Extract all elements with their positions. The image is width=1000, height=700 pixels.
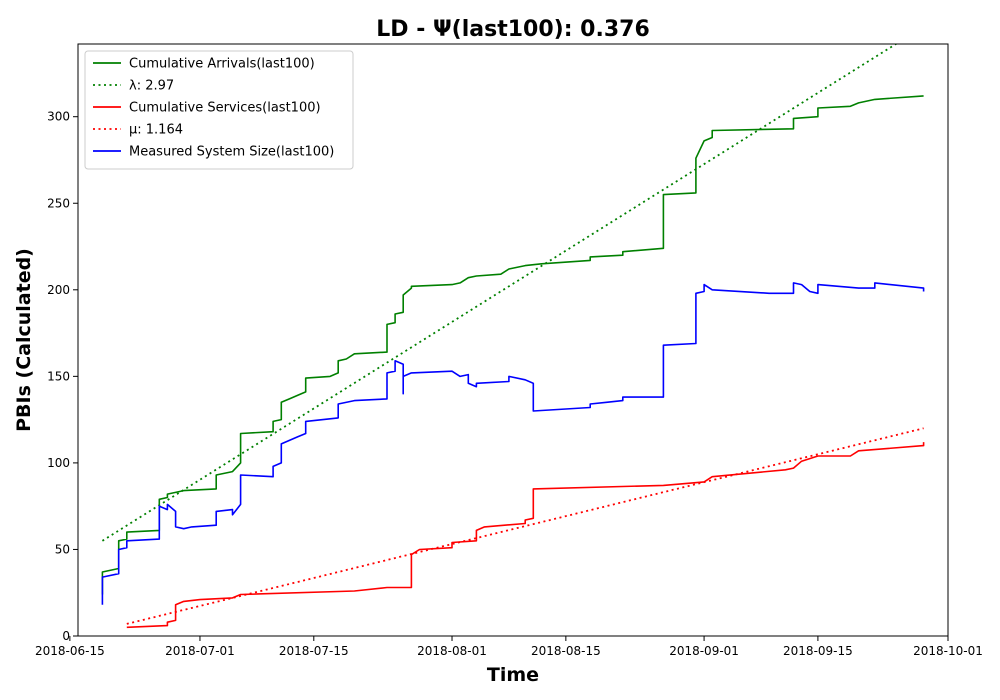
series-line-4 (101, 282, 925, 605)
series-line-2 (126, 442, 925, 629)
y-axis: 0 50 100 150 200 250 300 (47, 110, 78, 643)
legend-entry-label: Cumulative Services(last100) (129, 101, 321, 116)
series-line-0 (101, 95, 924, 595)
x-tick-label: 2018-09-01 (669, 644, 739, 658)
x-tick-label: 2018-07-15 (279, 644, 349, 658)
series-layer (101, 44, 925, 629)
legend-entry-label: λ: 2.97 (129, 79, 174, 94)
series-line-1 (101, 44, 898, 542)
legend-entry-label: Cumulative Arrivals(last100) (129, 57, 315, 72)
series-line-3 (126, 427, 924, 625)
y-tick-label: 50 (55, 542, 70, 556)
x-tick-label: 2018-06-15 (35, 644, 105, 658)
y-tick-label: 100 (47, 456, 70, 470)
y-axis-title: PBIs (Calculated) (13, 248, 35, 432)
legend: Cumulative Arrivals(last100) λ: 2.97 Cumul… (84, 50, 354, 170)
legend-entry-label: Measured System Size(last100) (129, 145, 334, 160)
x-tick-label: 2018-09-15 (783, 644, 853, 658)
y-tick-label: 300 (47, 110, 70, 124)
y-tick-label: 0 (62, 629, 70, 643)
x-axis: 2018-06-15 2018-07-01 2018-07-15 2018-08-01… (35, 636, 983, 658)
y-tick-label: 200 (47, 283, 70, 297)
x-axis-title: Time (487, 664, 539, 686)
legend-box (84, 50, 354, 170)
chart-title: LD - Ψ(last100): 0.376 (376, 17, 650, 42)
legend-entry-label: μ: 1.164 (129, 123, 183, 138)
x-tick-label: 2018-10-01 (913, 644, 983, 658)
x-tick-label: 2018-08-15 (531, 644, 601, 658)
x-tick-label: 2018-07-01 (165, 644, 235, 658)
y-tick-label: 250 (47, 196, 70, 210)
x-tick-label: 2018-08-01 (417, 644, 487, 658)
y-tick-label: 150 (47, 369, 70, 383)
plot-frame (77, 43, 949, 637)
